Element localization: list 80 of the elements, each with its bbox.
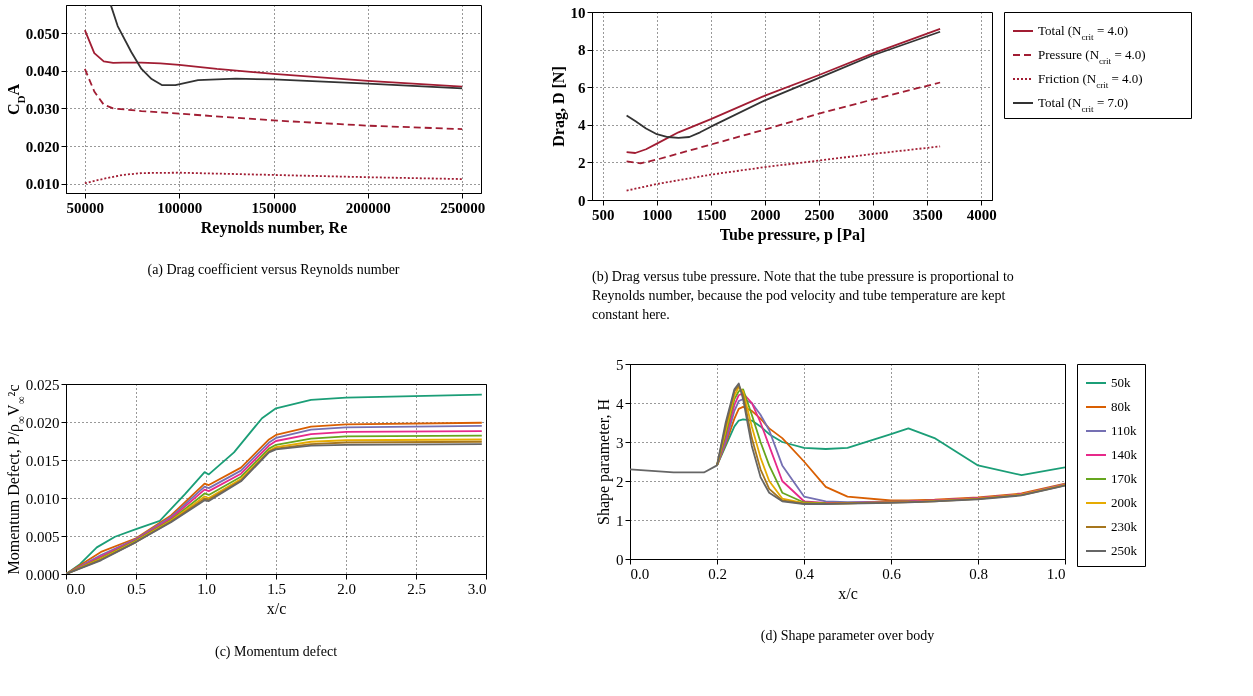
x-axis-title: x/c — [266, 599, 287, 617]
y-tick-label: 0.020 — [25, 414, 60, 431]
y-tick-label: 10 — [570, 4, 586, 21]
text: (c) Momentum defect — [214, 643, 338, 660]
y-tick-label: 3 — [616, 434, 624, 451]
line-series — [625, 81, 942, 165]
x-tick-label: 200000 — [345, 199, 391, 216]
line-series — [630, 382, 1065, 505]
y-tick-label: 0.050 — [25, 25, 60, 42]
text: (d) Shape parameter over body — [760, 628, 935, 644]
x-tick-label: 3.0 — [467, 580, 487, 597]
y-tick-label: 0.015 — [25, 452, 60, 469]
y-tick-label: 0.005 — [25, 528, 60, 545]
legend-label: 250k — [1111, 543, 1138, 558]
y-tick-label: 1 — [616, 512, 624, 529]
line-series — [625, 145, 942, 192]
x-tick-label: 250000 — [440, 199, 486, 216]
y-tick-label: 0.010 — [25, 490, 60, 507]
legend-label: 140k — [1111, 447, 1138, 462]
text: (b) Drag versus tube pressure. Note that the tube pressure is proportional to Reynolds number, because the pod velocity and tube temperature are kept constant here. — [592, 269, 1014, 322]
x-tick-label: 0.4 — [795, 565, 815, 582]
legend-label: 80k — [1111, 399, 1131, 414]
line-series — [83, 68, 464, 130]
line-series — [83, 171, 464, 185]
x-tick-label: 1.5 — [267, 580, 286, 597]
legend-label: 200k — [1111, 495, 1138, 510]
y-tick-label: 5 — [616, 356, 624, 373]
legend-label: Total (N$_{crit}$ = 4.0) — [1038, 23, 1129, 42]
x-tick-label: 2500 — [804, 206, 835, 223]
x-tick-label: 0.0 — [630, 565, 650, 582]
x-tick-label: 0.2 — [708, 565, 727, 582]
y-tick-label: 0.020 — [25, 138, 60, 155]
legend-label: 230k — [1111, 519, 1138, 534]
y-tick-label: 0.000 — [25, 566, 60, 583]
x-tick-label: 50000 — [66, 199, 105, 216]
legend-label: 110k — [1111, 423, 1138, 438]
y-tick-label: 2 — [616, 473, 624, 490]
x-tick-label: 2.5 — [407, 580, 426, 597]
x-axis-title: x/c — [838, 584, 858, 602]
y-tick-label: 4 — [578, 117, 586, 134]
legend-label: 170k — [1111, 471, 1138, 486]
x-tick-label: 2.0 — [337, 580, 356, 597]
x-axis-title: Tube pressure, p [Pa] — [719, 225, 866, 244]
x-tick-label: 0.8 — [969, 565, 988, 582]
legend-label: Pressure (N$_{crit}$ = 4.0) — [1038, 47, 1146, 66]
x-tick-label: 1.0 — [1046, 565, 1066, 582]
x-tick-label: 0.0 — [66, 580, 86, 597]
line-series — [716, 388, 827, 505]
y-tick-label: 0 — [616, 551, 624, 568]
x-tick-label: 0.6 — [882, 565, 902, 582]
x-tick-label: 0.5 — [127, 580, 146, 597]
x-tick-label: 150000 — [251, 199, 297, 216]
x-tick-label: 100000 — [157, 199, 203, 216]
y-tick-label: 4 — [616, 395, 624, 412]
legend-label: Total (N$_{crit}$ = 7.0) — [1038, 95, 1129, 114]
y-axis-title: Drag, D [N] — [549, 66, 568, 147]
text: (a) Drag coefficient versus Reynolds number — [147, 262, 400, 278]
line-series — [110, 5, 464, 90]
legend-label: 50k — [1111, 375, 1131, 390]
x-tick-label: 1.0 — [197, 580, 216, 597]
x-axis-title: Reynolds number, Re — [200, 218, 348, 237]
x-tick-label: 2000 — [750, 206, 781, 223]
y-tick-label: 0 — [578, 192, 586, 209]
x-tick-label: 1000 — [642, 206, 673, 223]
y-tick-label: 0.025 — [25, 376, 60, 393]
y-tick-label: 2 — [578, 154, 586, 171]
x-tick-label: 3500 — [912, 206, 943, 223]
x-tick-label: 1500 — [696, 206, 727, 223]
x-tick-label: 4000 — [966, 206, 997, 223]
x-tick-label: 500 — [592, 206, 615, 223]
y-tick-label: 0.010 — [25, 176, 60, 193]
legend-label: Friction (N$_{crit}$ = 4.0) — [1038, 71, 1143, 90]
x-tick-label: 3000 — [858, 206, 889, 223]
y-axis-title: Shape parameter, H — [595, 398, 613, 525]
y-tick-label: 8 — [578, 42, 586, 59]
y-tick-label: 6 — [578, 79, 586, 96]
line-series — [66, 393, 483, 574]
y-tick-label: 0.040 — [25, 63, 60, 80]
line-series — [83, 29, 464, 88]
y-tick-label: 0.030 — [25, 100, 60, 117]
